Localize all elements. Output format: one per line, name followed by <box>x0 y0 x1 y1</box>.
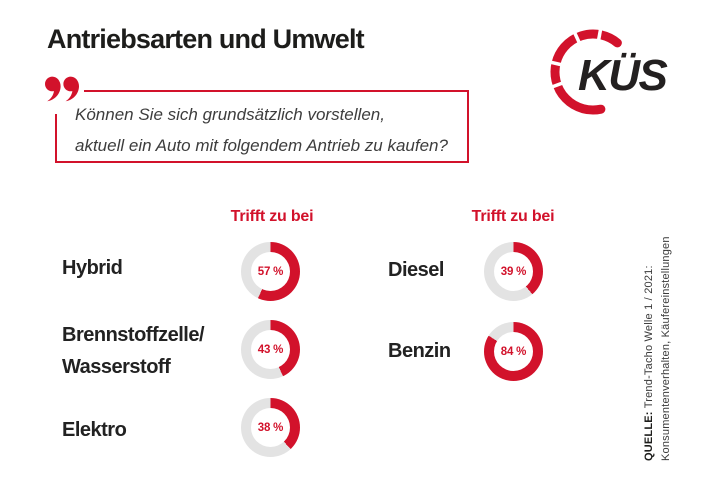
donut-chart-diesel: 39 % <box>484 242 543 301</box>
row-label-benzin: Benzin <box>388 340 451 362</box>
donut-value-brennstoffzelle: 43 % <box>257 343 284 356</box>
quote-icon <box>40 76 84 114</box>
question-line-2: aktuell ein Auto mit folgendem Antrieb z… <box>75 136 448 155</box>
column-header-left: Trifft zu bei <box>230 208 314 225</box>
source-note: QUELLE: Trend-Tacho Welle 1 / 2021: Kons… <box>641 216 675 461</box>
row-label-diesel: Diesel <box>388 259 444 281</box>
row-label-hybrid: Hybrid <box>62 257 123 279</box>
donut-value-diesel: 39 % <box>500 265 527 278</box>
kus-logo-wordmark: KÜS <box>578 51 668 100</box>
donut-value-benzin: 84 % <box>500 345 527 358</box>
question-text: Können Sie sich grundsätzlich vorstellen… <box>75 99 465 161</box>
donut-chart-brennstoffzelle: 43 % <box>241 320 300 379</box>
donut-chart-benzin: 84 % <box>484 322 543 381</box>
source-line-1: QUELLE: Trend-Tacho Welle 1 / 2021: <box>643 265 655 461</box>
column-header-right: Trifft zu bei <box>471 208 555 225</box>
kus-logo: KÜS <box>546 25 672 115</box>
donut-chart-hybrid: 57 % <box>241 242 300 301</box>
source-label: QUELLE: <box>643 411 655 461</box>
donut-chart-elektro: 38 % <box>241 398 300 457</box>
source-line-2: Konsumentenverhalten, Käufereinstellunge… <box>660 236 672 461</box>
donut-value-hybrid: 57 % <box>257 265 284 278</box>
row-label-brennstoffzelle: Brennstoffzelle/ Wasserstoff <box>62 324 205 378</box>
question-box <box>55 90 469 163</box>
page-title: Antriebsarten und Umwelt <box>47 24 365 54</box>
row-label-elektro: Elektro <box>62 419 127 441</box>
question-line-1: Können Sie sich grundsätzlich vorstellen… <box>75 105 385 124</box>
donut-value-elektro: 38 % <box>257 421 284 434</box>
speedometer-arc-icon <box>546 25 622 115</box>
